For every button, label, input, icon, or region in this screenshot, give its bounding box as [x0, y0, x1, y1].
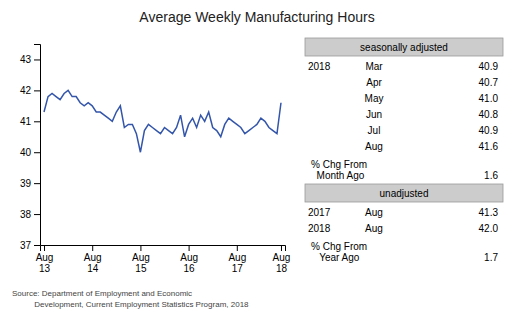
- y-tick-label: 40: [20, 147, 32, 158]
- x-tick-label-line: Aug: [180, 252, 198, 263]
- x-axis-line: [41, 246, 286, 252]
- panel-change-value: 1.6: [484, 170, 498, 181]
- x-tick-label-line: Aug: [273, 252, 291, 263]
- x-tick: Aug15: [132, 245, 150, 274]
- panel-value: 40.9: [479, 61, 499, 72]
- x-tick: Aug14: [84, 245, 102, 274]
- y-tick: 43: [20, 54, 40, 65]
- panel-change-label-line: % Chg From: [311, 241, 367, 252]
- panel-month: Jun: [366, 109, 382, 120]
- panel-month: Aug: [365, 223, 383, 234]
- chart-title: Average Weekly Manufacturing Hours: [139, 9, 374, 25]
- y-axis: 37 38 39 40 41 42 43: [20, 45, 41, 251]
- side-panel: seasonally adjusted 2018 Mar 40.9 Apr 40.7 May…: [305, 38, 503, 263]
- panel-month: Aug: [365, 207, 383, 218]
- x-tick: Aug18: [273, 245, 291, 274]
- x-tick-label: Aug17: [228, 252, 246, 274]
- panel-value: 41.6: [479, 141, 499, 152]
- panel-value: 40.8: [479, 109, 499, 120]
- panel-year: 2017: [308, 207, 331, 218]
- y-tick: 38: [20, 209, 40, 220]
- y-tick: 39: [20, 178, 40, 189]
- x-tick-label: Aug16: [180, 252, 198, 274]
- panel-value: 40.9: [479, 125, 499, 136]
- x-tick-label-line: Aug: [84, 252, 102, 263]
- panel-change-label: % Chg From Month Ago: [311, 159, 367, 181]
- panel-change-label: % Chg From Year Ago: [311, 241, 367, 263]
- panel-value: 40.7: [479, 77, 499, 88]
- x-tick-mark: [189, 245, 190, 251]
- panel-change-label-line: % Chg From: [311, 159, 367, 170]
- x-tick-mark: [92, 245, 93, 251]
- panel-header-box: [305, 184, 503, 202]
- panel-value: 41.0: [479, 93, 499, 104]
- y-tick: 42: [20, 85, 40, 96]
- x-tick-mark: [237, 245, 238, 251]
- y-tick-label: 42: [20, 85, 32, 96]
- panel-month: Apr: [366, 77, 382, 88]
- x-tick: Aug16: [180, 245, 198, 274]
- x-tick: Aug17: [228, 245, 246, 274]
- panel-month: May: [365, 93, 384, 104]
- x-tick-label: Aug14: [84, 252, 102, 274]
- source-text-line: Development, Current Employment Statisti…: [12, 300, 249, 309]
- panel-header-box: [305, 38, 503, 56]
- y-tick: 41: [20, 116, 40, 127]
- y-tick: 37: [20, 240, 40, 251]
- y-tick-mark: [34, 183, 40, 184]
- y-tick-mark: [34, 59, 40, 60]
- x-tick-label-line: 13: [39, 263, 51, 274]
- x-tick-label-line: Aug: [228, 252, 246, 263]
- panel-change-value: 1.7: [484, 252, 498, 263]
- y-tick-label: 41: [20, 116, 32, 127]
- y-tick-mark: [34, 152, 40, 153]
- y-axis-line: [34, 45, 41, 246]
- y-tick: 40: [20, 147, 40, 158]
- panel-change-label-line: Month Ago: [311, 170, 365, 181]
- plot-area: [44, 90, 281, 152]
- x-tick-label-line: Aug: [132, 252, 150, 263]
- data-line: [44, 90, 281, 152]
- y-tick-label: 43: [20, 54, 32, 65]
- x-tick-label-line: 14: [87, 263, 99, 274]
- x-tick-label-line: 17: [232, 263, 244, 274]
- y-tick-mark: [34, 245, 40, 246]
- x-tick-label-line: 18: [276, 263, 288, 274]
- y-tick-mark: [34, 121, 40, 122]
- source-text-line: Source: Department of Employment and Eco…: [12, 289, 192, 298]
- y-tick-mark: [34, 214, 40, 215]
- x-tick-mark: [140, 245, 141, 251]
- panel-header: unadjusted: [380, 188, 429, 199]
- panel-year: 2018: [308, 223, 331, 234]
- y-tick-label: 37: [20, 240, 32, 251]
- panel-month: Jul: [368, 125, 381, 136]
- x-tick-label: Aug15: [132, 252, 150, 274]
- chart-svg: Average Weekly Manufacturing Hours 37 38 39…: [0, 0, 514, 317]
- panel-year: 2018: [308, 61, 331, 72]
- x-tick-label-line: Aug: [36, 252, 54, 263]
- x-tick-mark: [281, 245, 282, 251]
- panel-change-label-line: Year Ago: [311, 252, 360, 263]
- source-text: Source: Department of Employment and Eco…: [12, 289, 249, 309]
- x-tick: Aug13: [36, 245, 54, 274]
- panel-value: 41.3: [479, 207, 499, 218]
- panel-month: Mar: [365, 61, 383, 72]
- x-tick-label: Aug18: [273, 252, 291, 274]
- panel-month: Aug: [365, 141, 383, 152]
- x-tick-mark: [44, 245, 45, 251]
- x-axis: Aug13Aug14Aug15Aug16Aug17Aug18: [36, 245, 291, 274]
- y-tick-label: 38: [20, 209, 32, 220]
- panel-header: seasonally adjusted: [360, 42, 448, 53]
- x-tick-label-line: 16: [184, 263, 196, 274]
- chart-container: Average Weekly Manufacturing Hours 37 38 39…: [0, 0, 514, 317]
- y-tick-mark: [34, 90, 40, 91]
- y-tick-label: 39: [20, 178, 32, 189]
- x-tick-label: Aug13: [36, 252, 54, 274]
- panel-value: 42.0: [479, 223, 499, 234]
- x-tick-label-line: 15: [135, 263, 147, 274]
